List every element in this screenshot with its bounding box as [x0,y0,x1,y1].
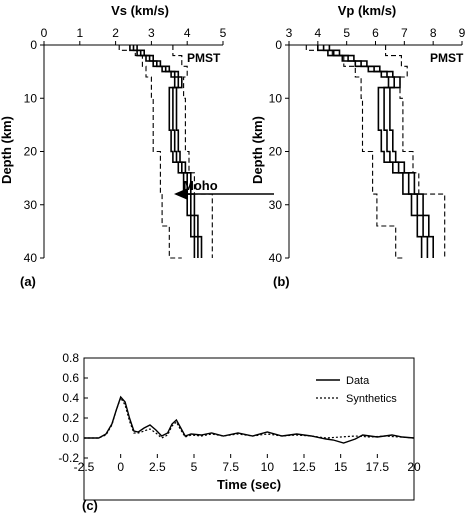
x-tick-label: 0 [117,460,124,474]
moho-arrow [174,188,274,200]
bound-line-4 [385,45,446,258]
y-tick-label: 20 [269,145,283,159]
legend-label-synthetics: Synthetics [346,393,397,405]
station-label: PMST [187,51,221,65]
y-tick-label: 0 [275,38,282,52]
panel-b-vp-profile: 3 4 5 6 7 8 9 0 10 20 30 40 Vp (km/s) Depth (km) PM… [250,3,466,289]
y-tick-label: 0.6 [62,371,79,385]
x-tick-label: 3 [286,26,293,40]
y-axis-label: Depth (km) [0,116,14,184]
x-tick-label: 9 [459,26,466,40]
panel-label: (a) [20,274,36,289]
x-tick-label: -2.5 [74,460,95,474]
x-tick-label: 10 [261,460,275,474]
legend: Data Synthetics [316,375,397,405]
series-line-data [84,395,415,444]
plot-frame [83,357,415,501]
y-tick-label: 10 [269,91,283,105]
y-tick-label: 30 [269,198,283,212]
x-tick-label: 15 [334,460,348,474]
bound-line-3 [118,45,182,259]
y-tick-label: 0.2 [62,411,79,425]
y-axis-label: Depth (km) [250,116,265,184]
y-tick-label: 0.0 [62,431,79,445]
y-tick-label: 0.8 [62,351,79,365]
panel-label: (b) [273,274,290,289]
x-tick-label: 8 [430,26,437,40]
x-axis-label: Vs (km/s) [111,3,169,18]
x-tick-label: 12.5 [292,460,316,474]
x-tick-label: 3 [148,26,155,40]
x-tick-label: 4 [184,26,191,40]
y-tick-label: -0.2 [58,451,79,465]
x-tick-label: 2.5 [149,460,166,474]
panel-label: (c) [82,498,98,513]
x-axis-label: Time (sec) [217,477,281,492]
y-tick-label: 0.4 [62,391,79,405]
x-tick-label: 5 [343,26,350,40]
series-line-synthetics [84,396,415,439]
panel-c-waveform: -2.5 0 2.5 5 7.5 10 12.5 15 17.5 20 -0.2 0.0 0.2 0.4 0… [58,351,421,513]
x-tick-label: 6 [372,26,379,40]
x-tick-label: 7 [401,26,408,40]
x-tick-label: 0 [41,26,48,40]
legend-label-data: Data [346,375,370,387]
y-tick-label: 40 [269,251,283,265]
x-tick-label: 2 [112,26,119,40]
moho-label: Moho [183,178,218,193]
x-tick-label: 20 [407,460,421,474]
y-tick-label: 20 [24,145,38,159]
bound-line-4 [172,45,213,258]
x-tick-label: 4 [314,26,321,40]
x-tick-label: 17.5 [366,460,390,474]
bound-line-3 [305,45,405,259]
x-axis-label: Vp (km/s) [338,3,397,18]
y-tick-label: 10 [24,91,38,105]
x-tick-label: 1 [76,26,83,40]
x-tick-label: 5 [220,26,227,40]
x-tick-label: 5 [191,460,198,474]
y-tick-label: 40 [24,251,38,265]
y-tick-label: 0 [30,38,37,52]
panel-a-vs-profile: 0 1 2 3 4 5 0 10 20 30 40 Vs (km/s) Depth (km) PMS… [0,3,274,289]
station-label: PMST [430,51,464,65]
x-tick-label: 7.5 [222,460,239,474]
y-tick-label: 30 [24,198,38,212]
